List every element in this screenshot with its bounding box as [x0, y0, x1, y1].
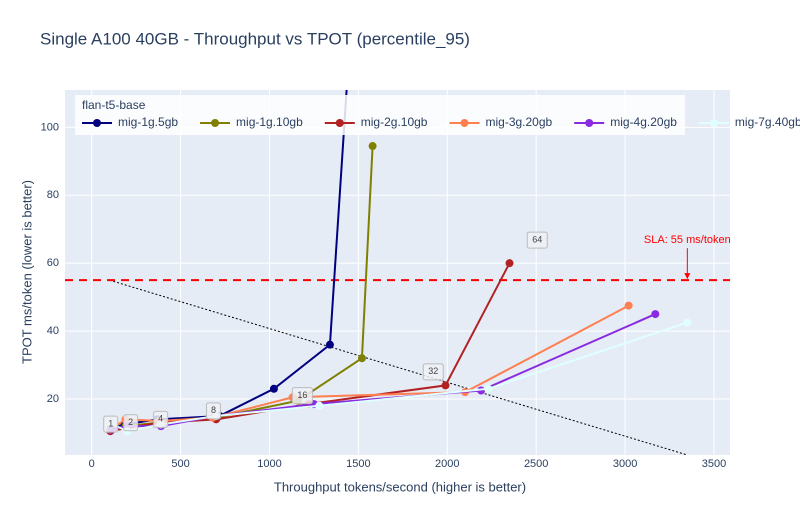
marker — [484, 384, 493, 393]
y-tick-label: 100 — [41, 121, 59, 133]
annotation-box — [123, 414, 139, 432]
marker — [683, 318, 692, 327]
marker — [315, 401, 324, 410]
annotation-label: 2 — [128, 417, 133, 427]
sla-label: SLA: 55 ms/token — [644, 234, 731, 246]
x-tick-label: 1000 — [257, 458, 281, 470]
marker — [651, 310, 660, 319]
x-axis-title: Throughput tokens/second (higher is bett… — [274, 479, 526, 494]
annotation-label: 16 — [297, 390, 307, 400]
legend-label: mig-3g.20gb — [485, 115, 552, 129]
x-tick-label: 2000 — [435, 458, 459, 470]
annotation-box — [291, 387, 313, 405]
legend-marker — [93, 119, 101, 127]
annotation-box — [153, 410, 169, 428]
marker — [269, 384, 278, 393]
legend-marker — [585, 119, 594, 127]
x-tick-label: 3500 — [702, 458, 726, 470]
annotation-box — [526, 231, 548, 249]
annotation-label: 32 — [428, 366, 438, 376]
legend-marker — [709, 119, 718, 127]
y-tick-label: 40 — [47, 325, 59, 337]
marker — [357, 354, 366, 363]
x-tick-label: 1500 — [346, 458, 370, 470]
legend-label: mig-7g.40gb — [735, 115, 800, 129]
y-tick-label: 20 — [47, 393, 59, 405]
annotation-label: 4 — [158, 414, 163, 424]
annotation-label: 1 — [108, 418, 113, 428]
marker — [505, 259, 514, 268]
y-tick-label: 60 — [47, 257, 59, 269]
legend-label: mig-2g.10gb — [361, 115, 428, 129]
legend-title: flan-t5-base — [82, 98, 146, 112]
annotation-box — [205, 402, 221, 420]
marker — [624, 301, 633, 310]
reference-line — [109, 279, 688, 455]
chart-title: Single A100 40GB - Throughput vs TPOT (p… — [40, 29, 470, 48]
y-tick-label: 80 — [47, 189, 59, 201]
x-tick-label: 500 — [171, 458, 189, 470]
plot-area — [65, 90, 730, 455]
annotation-label: 8 — [211, 405, 216, 415]
legend-marker — [460, 119, 469, 127]
x-tick-label: 0 — [89, 458, 95, 470]
legend-label: mig-1g.10gb — [236, 115, 303, 129]
annotation-box — [103, 415, 119, 433]
legend-label: mig-1g.5gb — [118, 115, 178, 129]
legend-marker — [335, 119, 344, 127]
sla-arrowhead — [684, 273, 691, 280]
marker — [325, 340, 334, 349]
marker — [368, 142, 377, 151]
annotation-label: 64 — [532, 234, 542, 244]
legend-label: mig-4g.20gb — [610, 115, 677, 129]
legend-box — [75, 95, 685, 135]
marker — [441, 381, 450, 390]
legend-marker — [211, 119, 220, 127]
y-axis-title: TPOT ms/token (lower is better) — [19, 180, 34, 364]
x-tick-label: 3000 — [613, 458, 637, 470]
x-tick-label: 2500 — [524, 458, 548, 470]
annotation-box — [422, 363, 444, 381]
